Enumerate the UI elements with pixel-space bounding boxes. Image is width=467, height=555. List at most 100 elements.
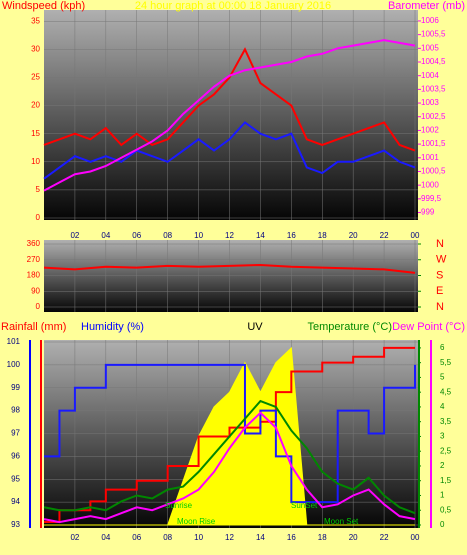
annotation: Moon Set	[324, 517, 359, 526]
x-tick-label: 04	[101, 231, 110, 240]
axis-label: Humidity (%)	[81, 321, 144, 333]
y-tick-label: 96	[11, 451, 20, 460]
y-tick-label: 0	[36, 213, 41, 222]
y2-tick-label: 1,5	[440, 476, 452, 485]
axis-label: Rainfall (mm)	[1, 321, 66, 333]
y-tick-label: 0	[36, 302, 41, 311]
x-tick-label: 00	[411, 533, 420, 542]
y-tick-label: 20	[31, 101, 40, 110]
plot-background	[44, 10, 418, 220]
x-tick-label: 04	[101, 533, 110, 542]
y2-tick-label: 999,5	[421, 194, 442, 203]
y2-tick-label: 3	[440, 432, 445, 441]
axis-label: UV	[247, 321, 263, 333]
y-tick-label: 35	[31, 16, 40, 25]
y-tick-label: 180	[27, 271, 41, 280]
y2-tick-label: 1001,5	[421, 139, 446, 148]
x-tick-label: 00	[411, 231, 420, 240]
x-tick-label: 08	[163, 231, 172, 240]
x-tick-label: 16	[287, 231, 296, 240]
y-tick-label: 95	[11, 474, 20, 483]
x-tick-label: 14	[256, 533, 265, 542]
y2-tick-label: 1	[440, 491, 445, 500]
y2-tick-label: 1002	[421, 126, 439, 135]
y2-tick-label: 1005	[421, 43, 439, 52]
y2-tick-label: N	[436, 301, 444, 313]
y2-tick-label: 0	[440, 520, 445, 529]
series-line	[43, 263, 416, 274]
x-tick-label: 20	[349, 533, 358, 542]
series-line	[44, 363, 416, 504]
y2-tick-label: 5,5	[440, 358, 452, 367]
y-tick-label: 15	[31, 129, 40, 138]
y-tick-label: 100	[7, 360, 21, 369]
y2-tick-label: 1002,5	[421, 112, 446, 121]
x-tick-label: 06	[132, 533, 141, 542]
y-tick-label: 94	[11, 497, 20, 506]
series-line	[43, 121, 416, 180]
series-line	[44, 346, 415, 524]
x-tick-label: 12	[225, 533, 234, 542]
plot-background	[44, 240, 418, 312]
y-tick-label: 99	[11, 383, 20, 392]
y-tick-label: 25	[31, 73, 40, 82]
x-tick-label: 10	[194, 231, 203, 240]
y-tick-label: 270	[27, 255, 41, 264]
y2-tick-label: 1000	[421, 180, 439, 189]
x-tick-label: 08	[163, 533, 172, 542]
y-tick-label: 360	[27, 239, 41, 248]
y2-tick-label: N	[436, 238, 444, 250]
y2-tick-label: 5	[440, 373, 445, 382]
annotation: Moon Rise	[177, 517, 216, 526]
y2-tick-label: 4	[440, 402, 445, 411]
y2-tick-label: 1004	[421, 71, 439, 80]
y-tick-label: 10	[31, 157, 40, 166]
y-tick-label: 98	[11, 406, 20, 415]
annotation: SunSet	[291, 501, 318, 510]
y2-tick-label: 2,5	[440, 446, 452, 455]
chart-title: 24 hour graph at 00:00 18 January 2016	[135, 0, 331, 12]
annotation: Sunrise	[165, 501, 193, 510]
y2-tick-label: 4,5	[440, 387, 452, 396]
y2-tick-label: 1006	[421, 16, 439, 25]
series-line	[43, 47, 416, 152]
y2-axis-label: Barometer (mb)	[388, 0, 465, 12]
y-tick-label: 30	[31, 44, 40, 53]
y2-tick-label: 3,5	[440, 417, 452, 426]
x-tick-label: 12	[225, 231, 234, 240]
x-tick-label: 02	[70, 533, 79, 542]
y2-tick-label: 1001	[421, 153, 439, 162]
x-tick-label: 22	[380, 231, 389, 240]
x-tick-label: 14	[256, 231, 265, 240]
x-tick-label: 06	[132, 231, 141, 240]
y2-tick-label: S	[436, 269, 443, 281]
y-tick-label: 101	[7, 337, 21, 346]
axis-label: Temperature (°C)	[308, 321, 392, 333]
y2-tick-label: 1003,5	[421, 84, 446, 93]
y2-tick-label: 1005,5	[421, 30, 446, 39]
x-tick-label: 20	[349, 231, 358, 240]
y2-tick-label: 1000,5	[421, 167, 446, 176]
y2-tick-label: 0,5	[440, 505, 452, 514]
x-tick-label: 18	[318, 231, 327, 240]
x-tick-label: 10	[194, 533, 203, 542]
series-line	[43, 39, 416, 192]
y-tick-label: 93	[11, 520, 20, 529]
series-line	[43, 399, 416, 515]
x-tick-label: 22	[380, 533, 389, 542]
axis-label: Dew Point (°C)	[392, 321, 465, 333]
y-tick-label: 97	[11, 429, 20, 438]
y2-tick-label: 1004,5	[421, 57, 446, 66]
y2-tick-label: 999	[421, 208, 435, 217]
y2-tick-label: E	[436, 285, 443, 297]
series-line	[43, 411, 416, 524]
y-tick-label: 5	[36, 185, 41, 194]
x-tick-label: 02	[70, 231, 79, 240]
y2-tick-label: 6	[440, 343, 445, 352]
y-tick-label: 90	[31, 286, 40, 295]
x-tick-label: 18	[318, 533, 327, 542]
y2-tick-label: 2	[440, 461, 445, 470]
x-tick-label: 16	[287, 533, 296, 542]
